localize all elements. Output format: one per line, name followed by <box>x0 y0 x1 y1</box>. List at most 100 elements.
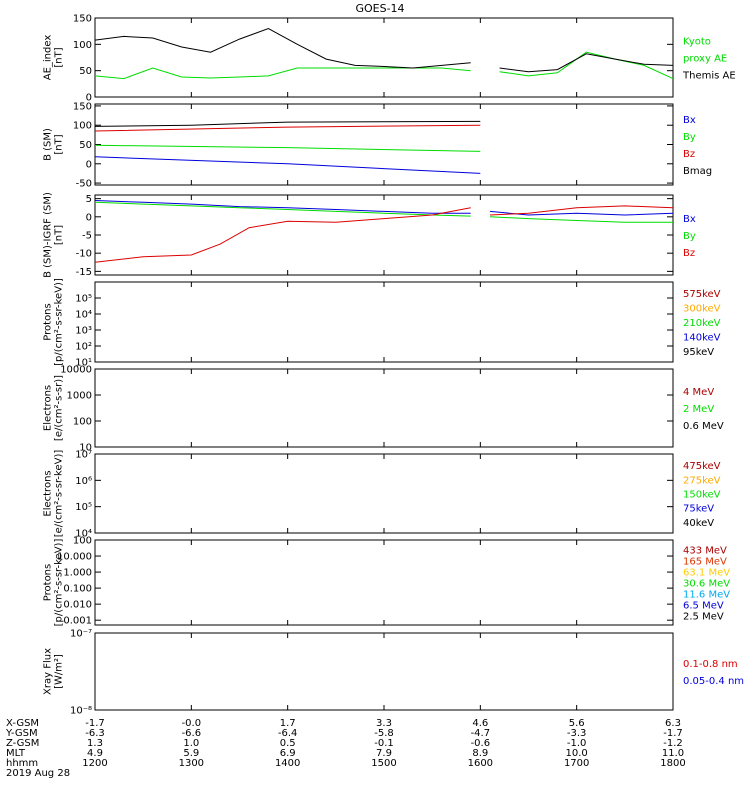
y-axis-label-line: Xray Flux <box>43 648 54 695</box>
legend-entry: 275keV <box>683 475 721 486</box>
y-axis-label: Electrons [e/(cm²-s-sr)] <box>43 375 65 441</box>
y-axis-label-line: [nT] <box>54 225 65 245</box>
legend-entry: 2.5 MeV <box>683 612 724 623</box>
series-line-bz <box>489 205 673 216</box>
ephemeris-value: -1.2 <box>663 738 683 749</box>
y-axis-label-line: [e/(cm²-s-sr-keV)] <box>54 450 65 538</box>
ephemeris-value: 7.9 <box>376 748 392 759</box>
y-tick-label: 10⁷ <box>75 450 92 461</box>
panel-bsm: -50 0 50 100 150 B (SM) [nT] Bx By Bz Bmag <box>43 101 713 189</box>
ephemeris-value: 1.0 <box>183 738 199 749</box>
ephemeris-row-label: Y-GSM <box>5 728 38 739</box>
series-line-kyoto-proxy-ae <box>95 67 471 80</box>
y-tick-label: 0 <box>86 93 92 104</box>
y-tick-label: 0.100 <box>63 584 92 595</box>
ephemeris-row-label: X-GSM <box>6 718 39 729</box>
series-line-themis-ae <box>95 27 471 69</box>
y-tick-label: 10⁴ <box>75 310 92 321</box>
ephemeris-value: 6.3 <box>665 718 681 729</box>
panel-frame <box>94 632 674 711</box>
y-axis-label-line: [p/(cm²-s-sr-keV)] <box>54 278 65 366</box>
ephemeris-row-label: hhmm <box>6 758 38 769</box>
legend-entry: 300keV <box>683 304 721 315</box>
y-tick-label: 0 <box>86 159 92 170</box>
ephemeris-value: 1.7 <box>280 718 296 729</box>
series-line-bx <box>95 156 481 174</box>
y-axis-label: Protons [p/(cm²-s-sr-keV)] <box>43 539 65 627</box>
panel-xray: 10⁻⁸ 10⁻⁷ Xray Flux [W/m²] 0.1-0.8 nm 0.05-0.… <box>43 629 745 717</box>
y-tick-label: 10⁶ <box>75 476 92 487</box>
legend-entry: Bx <box>683 214 696 225</box>
ephemeris-value: 1400 <box>275 758 300 769</box>
y-tick-label: 10⁻⁷ <box>70 629 92 640</box>
panel-frame <box>94 103 674 186</box>
series-line-bz <box>95 207 471 263</box>
series-group <box>95 200 673 263</box>
panel-protons-low: 10¹ 10² 10³ 10⁴ 10⁵ Protons [p/(cm²-s-sr-keV)]… <box>43 278 721 368</box>
series-line-by <box>95 144 481 152</box>
y-tick-label: 100 <box>73 417 92 428</box>
y-tick-label: -15 <box>76 267 92 278</box>
ephemeris-value: -1.7 <box>85 718 105 729</box>
y-axis-label: Xray Flux [W/m²] <box>43 648 65 695</box>
legend-entry: 140keV <box>683 332 721 343</box>
y-tick-label: 10 <box>79 443 92 454</box>
y-axis-label-line: Protons <box>43 303 54 340</box>
ephemeris-value: 4.9 <box>87 748 103 759</box>
legend-entry: 0.05-0.4 nm <box>683 676 744 687</box>
series-group <box>95 27 673 80</box>
y-tick-label: 0 <box>86 212 92 223</box>
ephemeris-value: 5.6 <box>569 718 585 729</box>
legend-entry: 165 MeV <box>683 557 727 568</box>
figure-title: GOES-14 <box>355 2 404 15</box>
y-tick-label: 0.001 <box>63 616 92 627</box>
y-tick-label: 0.010 <box>63 600 92 611</box>
ephemeris-value: 0.5 <box>280 738 296 749</box>
y-tick-label: 1000 <box>67 391 92 402</box>
y-axis-label-line: B (SM)-IGRF (SM) <box>43 192 54 278</box>
ephemeris-date: 2019 Aug 28 <box>6 768 70 779</box>
ephemeris-value: 1700 <box>564 758 589 769</box>
series-line-by <box>95 201 471 217</box>
y-tick-label: 10000 <box>60 365 92 376</box>
ephemeris-value: 10.0 <box>566 748 588 759</box>
ephemeris-value: 6.9 <box>280 748 296 759</box>
ephemeris-value: -4.7 <box>471 728 491 739</box>
panel-frame <box>94 453 674 534</box>
y-axis-label: AE_index [nT] <box>43 35 65 81</box>
y-tick-label: 50 <box>79 140 92 151</box>
panel-frame <box>94 539 674 626</box>
legend-entry: 6.5 MeV <box>683 601 724 612</box>
ephemeris-value: -1.0 <box>567 738 587 749</box>
y-axis-label-line: [p/(cm²-s-sr-keV)] <box>54 539 65 627</box>
series-line-bx <box>95 200 471 214</box>
y-tick-label: 10.000 <box>57 552 92 563</box>
y-axis-label: Protons [p/(cm²-s-sr-keV)] <box>43 278 65 366</box>
legend-entry: 475keV <box>683 461 721 472</box>
ephemeris-value: 1.3 <box>87 738 103 749</box>
legend-entry: 0.6 MeV <box>683 421 724 432</box>
y-axis-label-line: [W/m²] <box>54 654 65 689</box>
legend-entry: 95keV <box>683 347 714 358</box>
ephemeris-value: 5.9 <box>183 748 199 759</box>
ephemeris-value: 1300 <box>179 758 204 769</box>
panel-bigrf: -15 -10 -5 0 5 B (SM)-IGRF (SM) [nT] Bx By Bz <box>43 192 696 278</box>
ephemeris-value: -0.0 <box>182 718 202 729</box>
series-line-bx <box>489 210 673 216</box>
ephemeris-value: -6.6 <box>182 728 202 739</box>
series-line-kyoto-proxy-ae <box>499 51 673 80</box>
y-axis-label-line: [nT] <box>54 47 65 67</box>
panel-frame <box>94 368 674 448</box>
legend-entry: 30.6 MeV <box>683 579 730 590</box>
y-tick-label: 10⁵ <box>75 502 92 513</box>
y-tick-label: 150 <box>73 101 92 112</box>
legend-entry: 433 MeV <box>683 546 727 557</box>
y-axis-label-line: [nT] <box>54 134 65 154</box>
legend-entry: 210keV <box>683 318 721 329</box>
legend-entry: proxy AE <box>683 54 727 65</box>
panel-frame <box>94 17 674 98</box>
y-tick-label: -50 <box>76 179 92 190</box>
series-group <box>95 120 481 174</box>
legend-entry: 4 MeV <box>683 387 714 398</box>
ephemeris-value: 4.6 <box>472 718 488 729</box>
